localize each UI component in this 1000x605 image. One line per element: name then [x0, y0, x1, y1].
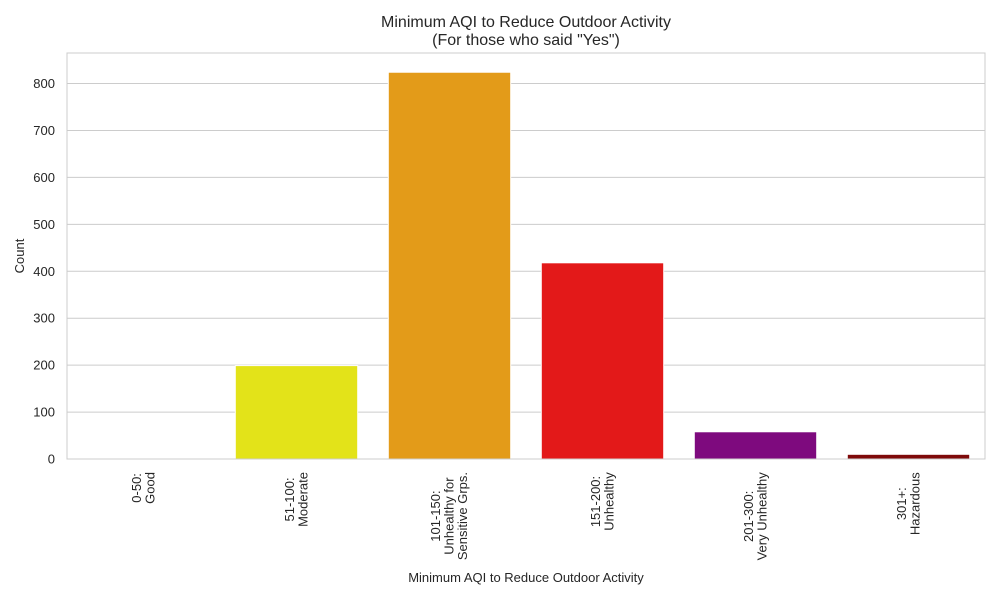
bar-5: [846, 453, 971, 460]
x-tick-label: 151-200:Unhealthy: [588, 472, 617, 531]
x-tick-label: 51-100:Moderate: [282, 472, 311, 527]
chart-subtitle: (For those who said "Yes"): [432, 32, 620, 49]
bar-2: [387, 71, 512, 460]
chart-title: Minimum AQI to Reduce Outdoor Activity: [381, 14, 671, 31]
y-axis-label: Count: [12, 238, 27, 273]
y-tick-label: 700: [33, 123, 55, 138]
x-tick-label: 101-150:Unhealthy forSensitive Grps.: [428, 472, 470, 560]
y-tick-labels: 0 100 200 300 400 500 600 700 800: [33, 76, 55, 466]
x-tick-label: 301+:Hazardous: [894, 472, 923, 535]
plot-frame: [66, 52, 986, 460]
x-axis-label: Minimum AQI to Reduce Outdoor Activity: [408, 570, 644, 585]
bar-1: [234, 365, 359, 460]
x-tick-label: 0-50:Good: [129, 472, 158, 504]
x-tick-label: 201-300:Very Unhealthy: [741, 472, 770, 561]
grid-lines: [67, 83, 985, 460]
y-tick-label: 0: [48, 452, 55, 467]
y-tick-label: 200: [33, 358, 55, 373]
y-tick-label: 100: [33, 405, 55, 420]
y-tick-label: 300: [33, 311, 55, 326]
bars: [234, 71, 971, 460]
bar-4: [693, 431, 818, 460]
y-tick-label: 400: [33, 264, 55, 279]
y-tick-label: 600: [33, 170, 55, 185]
y-tick-label: 500: [33, 217, 55, 232]
x-tick-labels: 0-50:Good 51-100:Moderate 101-150:Unhealth…: [129, 472, 923, 561]
bar-3: [540, 262, 665, 460]
y-tick-label: 800: [33, 76, 55, 91]
